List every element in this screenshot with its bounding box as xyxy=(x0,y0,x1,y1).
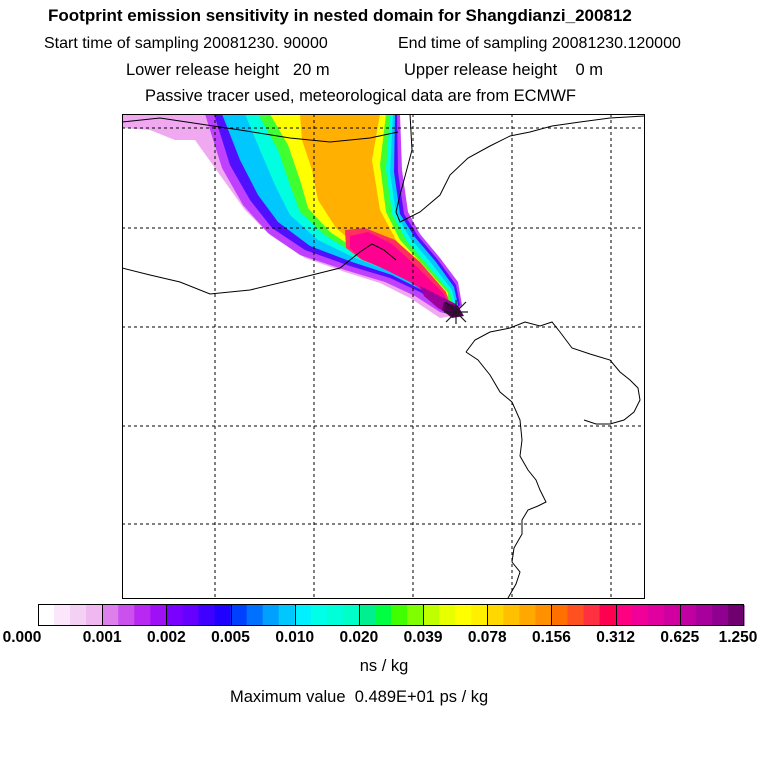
colorbar-cell xyxy=(423,605,440,626)
coastline-bohai xyxy=(395,114,644,223)
colorbar-cell xyxy=(535,605,552,626)
colorbar-cell xyxy=(246,605,264,626)
colorbar-cell xyxy=(310,605,328,626)
colorbar-tick-label: 0.625 xyxy=(660,629,700,646)
colorbar-cell xyxy=(391,605,408,626)
colorbar-cell xyxy=(567,605,585,626)
colorbar-cell xyxy=(278,605,296,626)
maximum-value: Maximum value 0.489E+01 ps / kg xyxy=(230,688,489,706)
colorbar-cell xyxy=(631,605,649,626)
colorbar-tick-label: 0.020 xyxy=(339,629,379,646)
colorbar-cell xyxy=(439,605,456,626)
colorbar-cell xyxy=(695,605,713,626)
colorbar-tick-label: 0.010 xyxy=(275,629,315,646)
colorbar-cell xyxy=(487,605,504,626)
colorbar-cell xyxy=(583,605,601,626)
colorbar-cell xyxy=(647,605,665,626)
colorbar-cell xyxy=(134,605,151,626)
colorbar-cell xyxy=(150,605,167,626)
colorbar-cell xyxy=(86,605,103,626)
colorbar-tick-label: 0.000 xyxy=(2,629,42,646)
colorbar-cell xyxy=(503,605,520,626)
colorbar-tick-label: 1.250 xyxy=(718,629,758,646)
colorbar-tick-label: 0.156 xyxy=(532,629,571,646)
colorbar-tick-label: 0.078 xyxy=(467,629,507,646)
colorbar-cell xyxy=(102,605,119,626)
colorbar-units: ns / kg xyxy=(359,657,409,675)
colorbar-separators xyxy=(102,605,681,626)
sampling-start: Start time of sampling 20081230. 90000 xyxy=(44,35,328,52)
colorbar-tick-label: 0.312 xyxy=(596,629,636,646)
colorbar-frame xyxy=(38,604,744,626)
tracer-note: Passive tracer used, meteorological data… xyxy=(145,87,576,105)
colorbar-cell xyxy=(262,605,280,626)
colorbar-cell xyxy=(407,605,424,626)
colorbar-cell xyxy=(118,605,135,626)
colorbar-cell xyxy=(455,605,472,626)
sampling-end: End time of sampling 20081230.120000 xyxy=(398,35,681,52)
colorbar-cell xyxy=(198,605,215,626)
colorbar-cell xyxy=(679,605,697,626)
colorbar-cell xyxy=(294,605,312,626)
plume-contour-magenta xyxy=(350,232,448,304)
colorbar-cell xyxy=(374,605,392,626)
colorbar-cell xyxy=(54,605,71,626)
upper-release-height: Upper release height 0 m xyxy=(404,61,604,79)
colorbar-cell xyxy=(663,605,681,626)
colorbar-cell xyxy=(711,605,729,626)
colorbar-tick-label: 0.005 xyxy=(211,629,250,646)
colorbar-cell xyxy=(615,605,633,626)
colorbar-cell xyxy=(326,605,344,626)
colorbar-tick-label: 0.039 xyxy=(403,629,443,646)
colorbar-tick-label: 0.002 xyxy=(146,629,186,646)
colorbar-cell xyxy=(70,605,87,626)
border-line-west xyxy=(122,243,397,295)
colorbar-cell xyxy=(471,605,488,626)
colorbar-cell xyxy=(342,605,360,626)
colorbar-cell xyxy=(727,605,745,626)
border-line-north xyxy=(122,117,399,143)
colorbar-cell xyxy=(599,605,617,626)
lat-lon-grid xyxy=(122,114,644,598)
map-frame xyxy=(122,114,645,599)
plume-layer xyxy=(122,114,464,318)
colorbar-cell xyxy=(551,605,568,626)
coastline-shandong xyxy=(465,351,547,598)
colorbar-cell xyxy=(182,605,199,626)
colorbar-cell xyxy=(166,605,183,626)
colorbar-cell xyxy=(38,605,55,626)
colorbar-cell xyxy=(214,605,232,626)
colorbar-cell xyxy=(230,605,248,626)
colorbar-cell xyxy=(519,605,536,626)
lower-release-height: Lower release height 20 m xyxy=(126,61,330,79)
colorbar-cells xyxy=(38,605,745,626)
colorbar-cell xyxy=(358,605,376,626)
chart-title: Footprint emission sensitivity in nested… xyxy=(48,6,632,25)
colorbar-tick-label: 0.001 xyxy=(82,629,122,646)
station-x-marker xyxy=(444,300,468,324)
